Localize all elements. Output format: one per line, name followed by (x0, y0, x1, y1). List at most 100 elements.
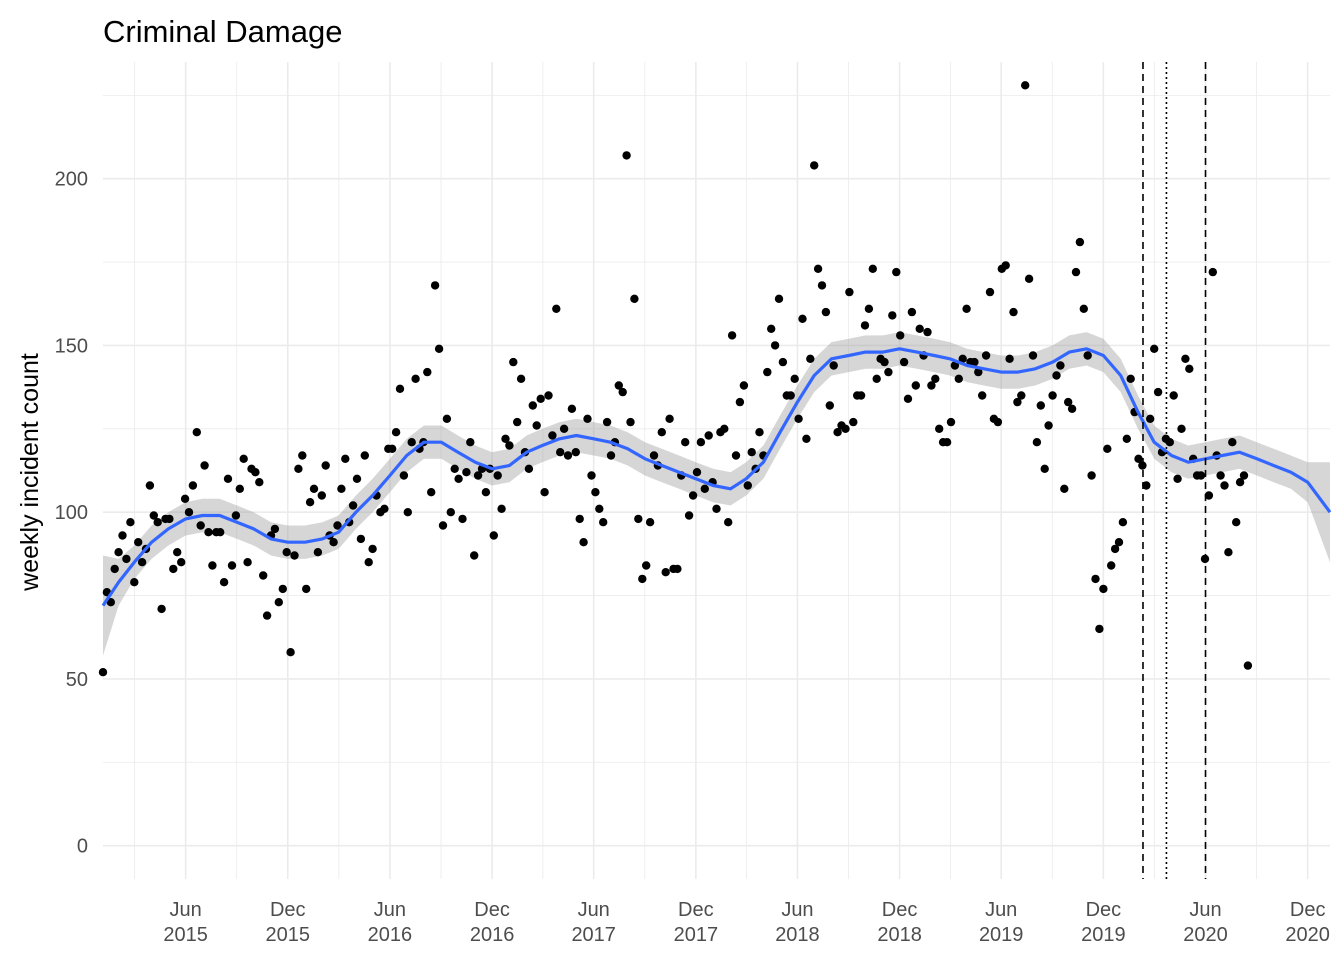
data-point (712, 504, 721, 513)
data-point (1235, 478, 1245, 487)
data-point (153, 518, 162, 527)
data-point (591, 488, 600, 497)
data-point (880, 357, 889, 367)
data-point (180, 494, 190, 503)
data-point (1075, 237, 1085, 247)
data-point (321, 461, 330, 470)
data-point (559, 424, 569, 433)
data-point (634, 514, 643, 524)
data-point (110, 564, 119, 574)
data-point (786, 391, 795, 400)
data-point (892, 267, 901, 277)
data-point (137, 558, 147, 567)
data-point (958, 354, 967, 363)
data-point (579, 538, 588, 547)
data-point (587, 471, 596, 480)
data-point (794, 414, 803, 423)
data-point (1001, 261, 1010, 270)
data-point (157, 604, 166, 614)
data-point (208, 561, 217, 570)
data-point (286, 648, 295, 657)
data-point (1150, 344, 1159, 353)
data-point (1044, 421, 1053, 430)
data-point (192, 428, 201, 437)
data-point (364, 558, 373, 567)
data-point (466, 438, 475, 447)
data-point (134, 538, 143, 547)
data-point (849, 417, 858, 427)
data-point (806, 354, 815, 363)
data-point (1196, 471, 1206, 480)
data-point (165, 514, 174, 524)
data-point (403, 508, 412, 517)
data-point (841, 424, 850, 433)
data-point (903, 394, 913, 403)
data-point (575, 514, 584, 524)
data-point (216, 528, 225, 537)
data-point (313, 548, 323, 557)
data-point (739, 381, 749, 390)
data-point (380, 504, 389, 513)
data-point (845, 287, 854, 297)
data-point (790, 374, 799, 383)
data-point (599, 518, 608, 527)
data-point (1177, 424, 1186, 433)
data-point (333, 521, 342, 530)
data-point (427, 488, 436, 497)
data-point (630, 294, 639, 303)
data-point (473, 471, 483, 480)
y-tick-label: 100 (55, 502, 88, 524)
data-point (169, 564, 178, 574)
data-point (692, 468, 702, 477)
data-point (696, 438, 706, 447)
data-point (1083, 351, 1092, 360)
data-point (454, 474, 463, 483)
data-point (1032, 438, 1042, 447)
data-point (802, 434, 811, 443)
data-point (462, 468, 471, 477)
data-point (981, 351, 991, 360)
data-point (595, 504, 604, 513)
data-point (470, 551, 479, 560)
data-point (1146, 414, 1155, 423)
data-point (665, 414, 674, 423)
data-point (614, 381, 623, 390)
data-point (1220, 481, 1229, 490)
data-point (552, 304, 561, 313)
data-point (810, 161, 819, 170)
data-point (1181, 354, 1190, 363)
data-point (645, 518, 655, 527)
data-point (1095, 624, 1104, 634)
x-tick-label: Dec 2016 (470, 899, 515, 946)
data-point (442, 414, 452, 423)
data-point (177, 558, 186, 567)
y-tick-label: 150 (55, 335, 88, 357)
data-point (1036, 401, 1046, 410)
data-point (302, 584, 311, 594)
reference-lines (1142, 62, 1207, 879)
data-point (931, 374, 940, 383)
data-point (1208, 267, 1218, 277)
data-point (1138, 461, 1147, 470)
data-point (724, 518, 733, 527)
data-point (1153, 387, 1163, 397)
data-point (743, 481, 752, 490)
data-point (884, 367, 893, 377)
data-point (622, 151, 631, 160)
data-point (126, 518, 135, 527)
data-point (688, 491, 698, 500)
data-point (860, 321, 870, 330)
data-point (1169, 391, 1178, 400)
data-point (649, 451, 659, 460)
data-point (642, 561, 651, 570)
data-point (661, 568, 670, 577)
data-point (993, 417, 1003, 427)
data-point (657, 428, 666, 437)
data-point (727, 331, 737, 340)
data-point (817, 281, 827, 290)
data-point (356, 534, 366, 544)
y-axis-label: weekly incident count (16, 353, 44, 592)
data-point (974, 367, 983, 377)
data-point (927, 381, 936, 390)
